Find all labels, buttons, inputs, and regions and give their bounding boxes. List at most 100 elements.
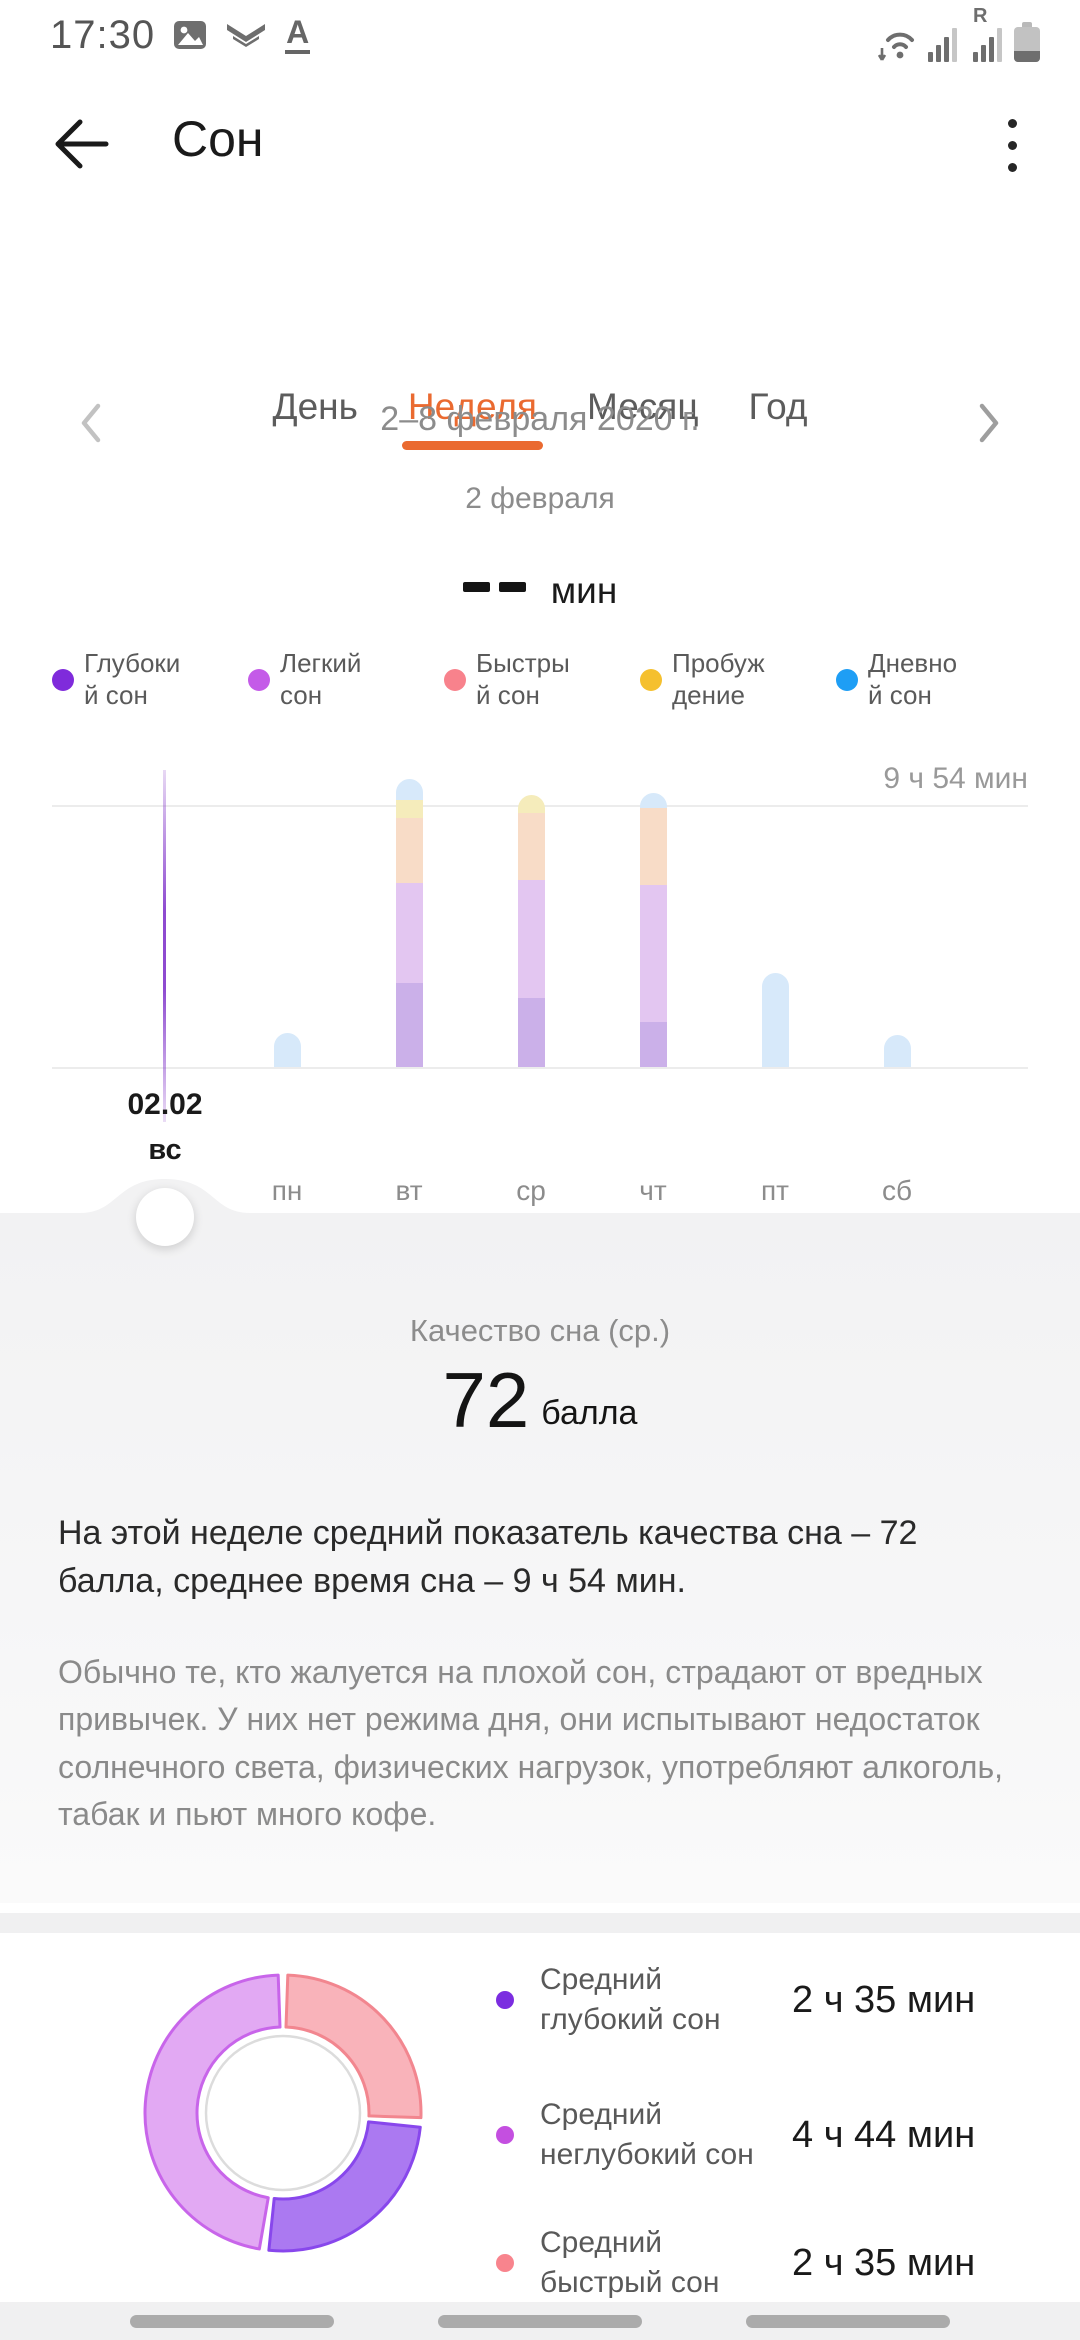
legend-item: Дневно й сон [836,648,1032,711]
status-left: 17:30 A [50,10,311,60]
weekday-label[interactable]: чт [639,1175,667,1206]
bar-segment-пт[interactable] [761,973,789,1067]
legend-dot [52,668,74,691]
bar-segment-ср[interactable] [517,998,545,1067]
legend-item: Глубоки й сон [52,648,248,711]
nav-shortcut-bar[interactable] [438,2314,642,2328]
donut-slice [284,1973,423,2120]
average-phase-row: Средний быстрый сон 2 ч 35 мин [496,2213,1056,2313]
bar-segment-ср[interactable] [517,794,545,813]
back-button[interactable] [50,116,112,172]
sleep-structure-donut [143,1973,423,2253]
phase-label: Средний быстрый сон [540,2226,720,2299]
weekday-label[interactable]: пн [271,1175,303,1206]
duration-placeholder-dash [462,582,490,592]
period-tabs: День Неделя Месяц Год [0,382,1080,450]
bar-segment-сб[interactable] [883,1034,911,1067]
font-a-icon: A [285,16,311,54]
battery-icon [1014,22,1040,62]
phase-label: Средний неглубокий сон [540,2098,754,2171]
phase-dot [496,2126,514,2144]
legend-label: Пробуж дение [672,648,765,710]
legend-item: Быстры й сон [444,648,640,711]
bar-segment-чт[interactable] [639,808,667,886]
donut-hole [204,2034,362,2192]
legend-label: Дневно й сон [868,648,958,710]
summary-section: Качество сна (ср.) 72 балла На этой неде… [0,1179,1080,1903]
bar-segment-пн[interactable] [273,1033,301,1067]
legend-item: Пробуж дение [640,648,836,711]
next-week-button[interactable] [966,400,1010,446]
bar-segment-вт[interactable] [395,778,423,801]
sleep-structure-card: Средний глубокий сон 2 ч 35 мин Средний не… [0,1933,1080,2302]
bar-segment-вт[interactable] [395,883,423,984]
slider-wave [0,1179,1080,1213]
bar-segment-чт[interactable] [639,1022,667,1067]
legend-label: Глубоки й сон [84,648,181,710]
weekday-label[interactable]: вт [395,1175,423,1206]
legend-dot [444,668,466,691]
phase-value: 2 ч 35 мин [792,1978,976,2021]
week-range-label: 2–8 февраля 2020 г. [380,400,700,438]
status-clock: 17:30 [50,12,156,57]
legend-label: Легкий сон [280,648,362,710]
weekday-label[interactable]: пт [761,1175,789,1206]
nav-shortcut-bar[interactable] [130,2314,334,2328]
selected-day-name: вс [148,1134,182,1166]
signal-roaming-icon: R [973,6,1002,62]
selected-day-date: 02.02 [127,1088,203,1121]
weekly-sleep-chart: 9 ч 54 мин 02.02 вс пн вт ср чт пт сб [0,762,1080,1213]
quality-score-value: 72 [442,1356,530,1444]
duration-unit: мин [550,570,618,611]
bar-segment-вт[interactable] [395,818,423,884]
overflow-menu-button[interactable] [992,110,1032,180]
gridline-bottom [52,1067,1028,1069]
nav-shortcut-bar[interactable] [746,2314,950,2328]
average-phase-row: Средний глубокий сон 2 ч 35 мин [496,1945,1056,2055]
bar-segment-вт[interactable] [395,983,423,1067]
app-header: Сон [0,70,1080,240]
signal-icon [928,22,957,62]
selected-day-marker [163,770,166,1122]
weekday-label[interactable]: ср [516,1175,546,1206]
weekday-label[interactable]: сб [881,1175,913,1206]
phase-value: 2 ч 35 мин [792,2241,976,2284]
quality-score-unit: балла [541,1394,638,1432]
phase-dot [496,2254,514,2272]
phase-value: 4 ч 44 мин [792,2113,976,2156]
phase-dot [496,1991,514,2009]
donut-slice [143,1973,282,2251]
week-summary-headline: На этой неделе средний показатель качест… [58,1514,918,1601]
legend-item: Легкий сон [248,648,444,711]
average-phase-row: Средний неглубокий сон 4 ч 44 мин [496,2055,1056,2215]
gallery-icon [174,21,207,49]
status-bar: 17:30 A [0,0,1080,70]
tab-week[interactable]: Неделя [401,382,544,450]
bar-segment-вт[interactable] [395,800,423,819]
swiftkey-icon [227,24,266,47]
bar-segment-ср[interactable] [517,812,545,880]
roaming-badge: R [973,5,988,27]
duration-placeholder-dash [498,582,526,592]
sleep-phase-legend: Глубоки й сон Легкий сон Быстры й сон Пробуж де… [52,648,1032,711]
sleep-duration: мин [0,566,1080,611]
tab-year[interactable]: Год [748,386,808,427]
donut-slice [267,2120,422,2253]
quality-score: 72 балла [0,1361,1080,1439]
bar-segment-ср[interactable] [517,879,545,999]
date-navigation: 2–8 февраля 2020 г. [0,398,1080,448]
legend-dot [836,668,858,691]
bar-segment-чт[interactable] [639,793,667,809]
legend-dot [248,668,270,691]
selected-date-label: 2 февраля [465,482,615,515]
day-slider-handle[interactable] [136,1188,194,1246]
tab-month[interactable]: Месяц [586,386,699,427]
system-nav-strip [0,2302,1080,2340]
bar-segment-чт[interactable] [639,885,667,1022]
sleep-advice-text: Обычно те, кто жалуется на плохой сон, с… [58,1654,1003,1833]
section-divider [0,1913,1080,1933]
prev-week-button[interactable] [70,400,114,446]
average-duration-label: 9 ч 54 мин [883,762,1028,795]
tab-day[interactable]: День [272,386,358,427]
